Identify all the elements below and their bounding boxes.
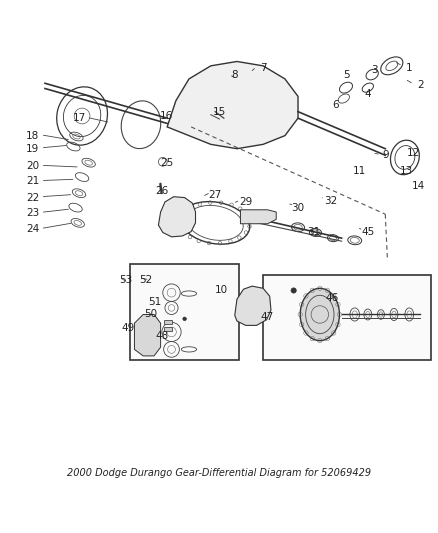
Text: 11: 11 <box>352 166 365 175</box>
Bar <box>163 327 172 331</box>
Text: 13: 13 <box>399 166 412 176</box>
Ellipse shape <box>300 288 339 341</box>
Text: 31: 31 <box>306 227 319 237</box>
Text: 22: 22 <box>26 192 39 203</box>
Text: 18: 18 <box>26 131 39 141</box>
Text: 9: 9 <box>381 150 388 160</box>
Bar <box>262 275 430 360</box>
Polygon shape <box>234 286 270 325</box>
Text: 26: 26 <box>155 187 168 197</box>
Text: 14: 14 <box>410 181 424 191</box>
Text: 52: 52 <box>138 274 152 285</box>
Polygon shape <box>240 210 276 224</box>
Text: 51: 51 <box>148 297 161 307</box>
Circle shape <box>290 288 296 293</box>
Text: 17: 17 <box>73 113 86 123</box>
Text: 27: 27 <box>208 190 221 199</box>
Polygon shape <box>158 197 195 237</box>
Bar <box>130 264 239 360</box>
Polygon shape <box>134 314 160 356</box>
Text: 16: 16 <box>159 111 173 121</box>
Text: 1: 1 <box>405 63 412 73</box>
Circle shape <box>183 317 186 320</box>
Polygon shape <box>167 61 297 149</box>
Text: 12: 12 <box>406 148 419 158</box>
Text: 30: 30 <box>291 203 304 213</box>
Text: 2000 Dodge Durango Gear-Differential Diagram for 52069429: 2000 Dodge Durango Gear-Differential Dia… <box>67 468 371 478</box>
Text: 32: 32 <box>323 196 336 206</box>
Text: 46: 46 <box>325 293 338 303</box>
Text: 19: 19 <box>26 144 39 154</box>
Text: 21: 21 <box>26 176 39 187</box>
Text: 48: 48 <box>155 332 168 341</box>
Text: 49: 49 <box>121 322 134 333</box>
Text: 25: 25 <box>160 158 173 168</box>
Text: 2: 2 <box>416 80 423 91</box>
Text: 4: 4 <box>364 89 370 99</box>
Text: 23: 23 <box>26 208 39 219</box>
Text: 7: 7 <box>259 63 266 73</box>
Text: 10: 10 <box>215 286 228 295</box>
Text: 24: 24 <box>26 224 39 235</box>
Text: 6: 6 <box>331 100 338 110</box>
Text: 3: 3 <box>370 65 377 75</box>
Text: 53: 53 <box>119 274 132 285</box>
Text: 45: 45 <box>360 227 374 237</box>
Text: 47: 47 <box>260 312 273 322</box>
Text: 20: 20 <box>26 161 39 171</box>
Text: 29: 29 <box>239 197 252 207</box>
Text: 50: 50 <box>144 310 157 319</box>
Text: 15: 15 <box>212 107 226 117</box>
Text: 8: 8 <box>231 70 237 79</box>
Bar <box>163 320 172 324</box>
Text: 5: 5 <box>342 70 349 79</box>
